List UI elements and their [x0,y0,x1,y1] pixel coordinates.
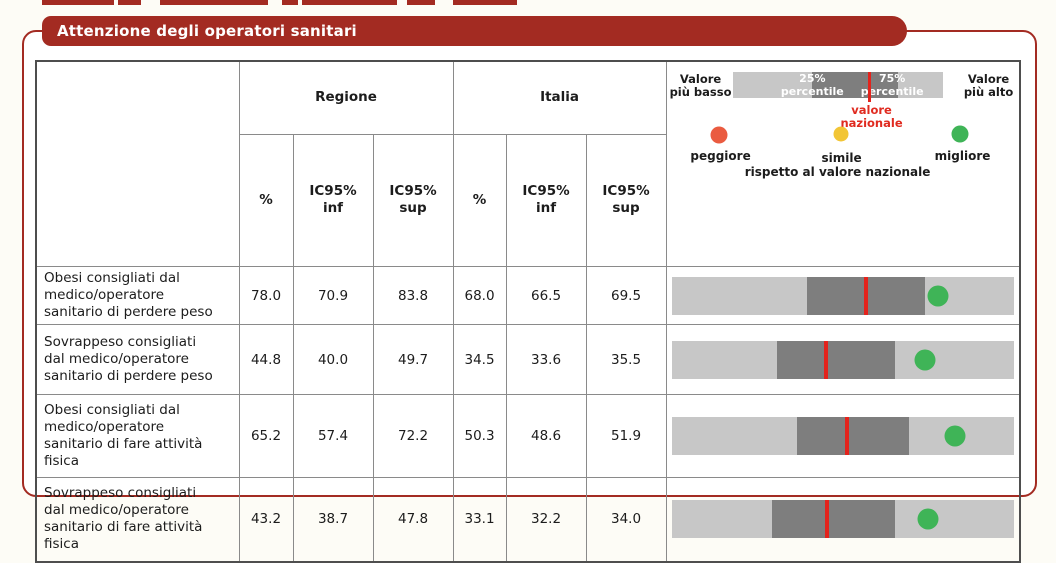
regione-ic-inf: 40.0 [292,324,374,395]
percentile-chart-cell [665,266,1021,325]
national-line [823,340,828,379]
legend-percentile-bar: 25% percentile 75% percentile [732,72,943,102]
table-row: Sovrappeso consigliati dal medico/operat… [35,477,1021,562]
legend-similar-label: simile [821,151,862,165]
table-row: Sovrappeso consigliati dal medico/operat… [35,324,1021,395]
cutoff-fragment [160,0,268,5]
italia-ic-sup: 34.0 [585,477,667,562]
legend-highest-label: Valore più alto [963,72,1014,99]
regione-ic-inf: 57.4 [292,394,374,478]
cutoff-fragment [453,0,517,5]
group-header-italia: Italia [452,60,667,135]
regione-pct: 43.2 [238,477,294,562]
section-title-bar: Attenzione degli operatori sanitari [42,16,907,46]
indicator-table: Regione Italia Valore più basso 25% perc… [35,60,1022,563]
legend-better-label: migliore [934,149,991,163]
legend-national-label: valore nazionale [840,103,903,130]
col-header-italia-ic-sup: IC95% sup [585,133,667,268]
italia-pct: 33.1 [452,477,507,562]
cutoff-fragment [407,0,435,5]
regione-ic-inf: 70.9 [292,266,374,325]
legend-p75-label: 75% percentile [860,72,924,98]
cutoff-fragment [282,0,298,5]
status-dot [914,349,936,370]
iqr-segment [771,500,895,539]
italia-ic-inf: 48.6 [505,394,587,478]
worse-dot-icon [710,126,728,144]
similar-dot-icon [833,126,849,142]
col-header-regione-ic-sup: IC95% sup [372,133,454,268]
col-header-italia-pct: % [452,133,507,268]
row-label: Sovrappeso consigliati dal medico/operat… [35,324,240,395]
table-row: Obesi consigliati dal medico/operatore s… [35,394,1021,478]
regione-ic-sup: 83.8 [372,266,454,325]
status-dot [917,508,939,530]
italia-ic-inf: 66.5 [505,266,587,325]
legend-worse-label: peggiore [690,149,751,163]
italia-pct: 68.0 [452,266,507,325]
iqr-segment [811,72,899,98]
legend-cell: Valore più basso 25% percentile 75% perc… [665,60,1021,267]
italia-ic-inf: 33.6 [505,324,587,395]
regione-ic-inf: 38.7 [292,477,374,562]
national-line [824,500,829,539]
italia-ic-sup: 35.5 [585,324,667,395]
cutoff-fragment [118,0,141,5]
status-dot [944,425,966,447]
col-header-italia-ic-inf: IC95% inf [505,133,587,268]
regione-pct: 44.8 [238,324,294,395]
italia-ic-sup: 51.9 [585,394,667,478]
status-dot [927,285,949,306]
group-header-regione: Regione [238,60,454,135]
national-line [844,417,849,455]
iqr-segment [776,340,895,379]
percentile-bar [671,276,1015,315]
percentile-bar [671,340,1015,379]
row-label: Obesi consigliati dal medico/operatore s… [35,266,240,325]
legend-caption: rispetto al valore nazionale [744,165,931,179]
percentile-chart-cell [665,324,1021,395]
regione-ic-sup: 72.2 [372,394,454,478]
regione-ic-sup: 49.7 [372,324,454,395]
cutoff-fragment [42,0,114,5]
iqr-segment [796,417,909,455]
regione-ic-sup: 47.8 [372,477,454,562]
percentile-bar [671,417,1015,455]
legend-p25-label: 25% percentile [780,72,844,98]
legend-lowest-label: Valore più basso [669,72,732,99]
regione-pct: 65.2 [238,394,294,478]
col-header-regione-pct: % [238,133,294,268]
row-label: Sovrappeso consigliati dal medico/operat… [35,477,240,562]
national-line [867,72,871,102]
percentile-chart-cell [665,477,1021,562]
cutoff-fragment [302,0,397,5]
corner-cell [35,60,240,267]
regione-pct: 78.0 [238,266,294,325]
italia-ic-inf: 32.2 [505,477,587,562]
italia-ic-sup: 69.5 [585,266,667,325]
percentile-chart-cell [665,394,1021,478]
percentile-bar [671,500,1015,539]
italia-pct: 34.5 [452,324,507,395]
section-title: Attenzione degli operatori sanitari [57,22,357,40]
col-header-regione-ic-inf: IC95% inf [292,133,374,268]
national-line [863,276,868,315]
italia-pct: 50.3 [452,394,507,478]
table-row: Obesi consigliati dal medico/operatore s… [35,266,1021,325]
better-dot-icon [951,125,969,143]
row-label: Obesi consigliati dal medico/operatore s… [35,394,240,478]
